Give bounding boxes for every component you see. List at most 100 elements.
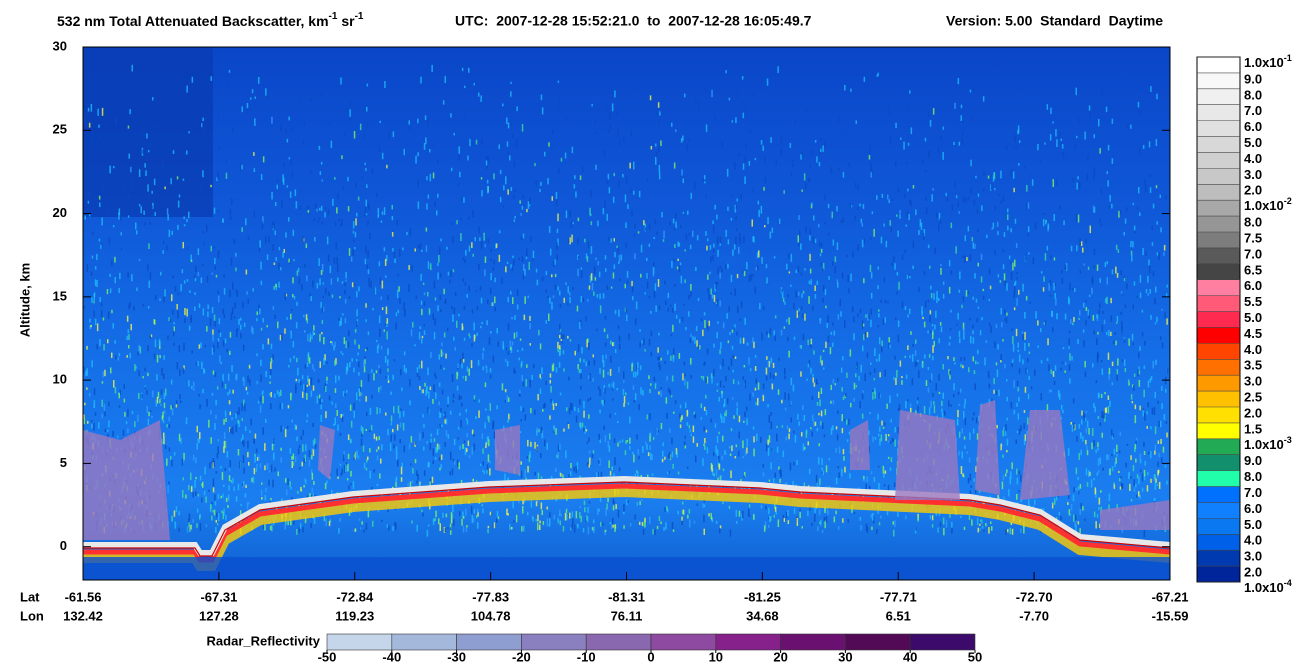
speckle [304,516,307,524]
speckle [970,335,972,344]
speckle [981,519,983,524]
speckle [812,373,814,377]
speckle [438,354,440,360]
speckle [172,309,174,315]
speckle [510,81,512,85]
speckle [429,442,432,451]
speckle [769,372,772,379]
speckle [471,343,473,347]
speckle [565,450,567,459]
speckle [343,337,346,345]
speckle [792,163,794,167]
speckle [618,180,620,187]
speckle [118,393,120,399]
speckle [451,514,453,523]
speckle [802,405,804,410]
speckle [465,527,468,532]
speckle [972,242,974,249]
speckle [287,478,289,486]
speckle [426,386,428,394]
speckle [336,410,338,416]
speckle [304,330,306,333]
speckle [1094,406,1096,413]
speckle [600,521,602,527]
speckle [251,89,254,94]
speckle [207,311,209,318]
speckle [490,248,492,253]
speckle [682,501,684,505]
speckle [138,393,140,400]
speckle [771,383,774,390]
speckle [127,428,129,434]
speckle [618,366,620,373]
speckle [302,526,304,533]
speckle [631,280,633,287]
speckle [667,292,670,299]
speckle [1131,254,1133,262]
speckle [822,285,825,292]
speckle [136,287,138,291]
speckle [529,322,531,330]
speckle [636,434,638,440]
speckle [524,414,527,421]
speckle [507,351,510,355]
speckle [483,232,485,241]
speckle [795,290,797,298]
speckle [403,302,405,310]
speckle [1020,474,1022,482]
speckle [1068,364,1071,371]
speckle [940,267,942,275]
speckle [367,122,369,128]
speckle [208,489,210,492]
speckle [930,400,932,408]
speckle [358,389,360,393]
speckle [387,368,389,372]
speckle [559,345,561,350]
speckle [200,184,202,189]
speckle [98,93,101,98]
speckle [97,108,99,116]
speckle [501,383,504,391]
speckle [510,121,513,127]
speckle [878,392,880,399]
speckle [915,527,917,531]
speckle [577,408,580,413]
speckle [190,259,193,263]
speckle [850,273,852,282]
speckle [439,411,441,418]
speckle [465,418,468,421]
plot-area [82,46,1171,581]
speckle [1135,483,1137,488]
speckle [588,437,590,442]
speckle [228,400,231,405]
speckle [421,335,424,339]
speckle [1130,499,1133,502]
speckle [422,512,424,517]
speckle [735,509,738,517]
speckle [144,386,147,391]
speckle [667,471,669,474]
speckle [958,330,961,338]
speckle [509,347,512,351]
speckle [640,273,642,278]
speckle [189,290,191,293]
speckle [251,326,253,333]
speckle [527,295,529,299]
speckle [294,424,297,430]
speckle [805,226,807,234]
speckle [688,424,691,429]
speckle [183,342,185,351]
speckle [656,231,658,236]
speckle [869,145,871,154]
speckle [189,525,191,532]
speckle [866,476,868,483]
speckle [757,265,759,271]
speckle [860,364,862,373]
speckle [604,529,606,536]
speckle [352,230,355,234]
speckle [802,443,805,452]
speckle [1130,240,1132,245]
speckle [202,170,204,178]
speckle [397,309,400,313]
speckle [325,518,327,526]
